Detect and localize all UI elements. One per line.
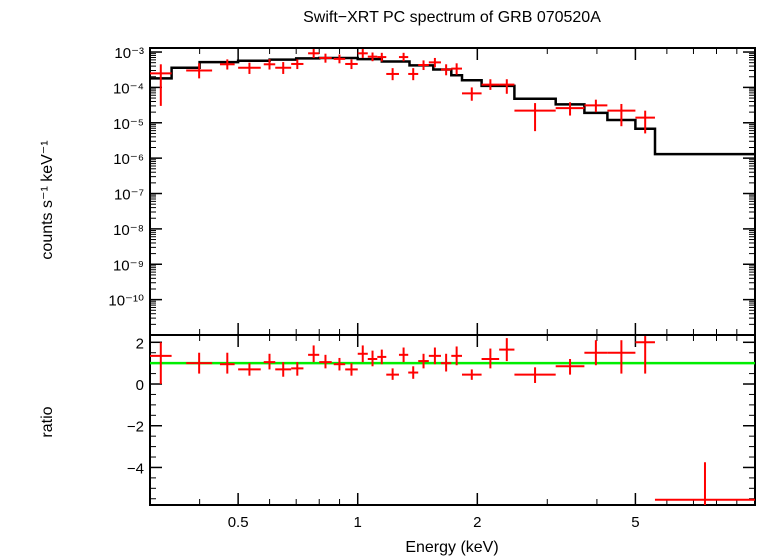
ratio-point xyxy=(386,368,399,380)
ratio-point xyxy=(408,366,419,379)
ratio-point xyxy=(291,362,304,376)
data-point xyxy=(418,60,429,71)
data-point xyxy=(377,52,387,62)
ratio-point xyxy=(333,357,346,371)
ratio-point xyxy=(451,346,462,366)
data-point xyxy=(275,62,292,74)
data-point xyxy=(367,52,378,62)
data-point xyxy=(555,102,585,116)
y-axis-label-ratio: ratio xyxy=(39,406,56,437)
chart-title: Swift−XRT PC spectrum of GRB 070520A xyxy=(303,9,601,26)
x-tick-label: 5 xyxy=(631,514,639,531)
ratio-point xyxy=(607,340,636,374)
data-point xyxy=(499,79,515,94)
x-tick-label: 1 xyxy=(354,514,362,531)
data-point xyxy=(584,99,608,113)
ratio-point xyxy=(440,353,452,372)
ratio-point xyxy=(275,362,292,377)
y-tick-label: 10⁻⁴ xyxy=(113,80,144,97)
ratio-point xyxy=(186,352,213,374)
ratio-point xyxy=(514,367,556,383)
data-point xyxy=(428,57,441,68)
ratio-point xyxy=(555,358,585,375)
ratio-frame xyxy=(149,334,756,506)
data-point xyxy=(263,59,276,70)
x-tick-label: 2 xyxy=(473,514,481,531)
ratio-point xyxy=(418,353,429,369)
y-tick-label: 10⁻⁹ xyxy=(113,257,144,274)
ratio-point xyxy=(219,352,235,374)
data-point xyxy=(150,64,172,106)
ratio-point xyxy=(319,354,332,369)
data-point xyxy=(514,103,556,132)
model-step-line xyxy=(150,56,755,156)
spectrum-frame xyxy=(149,47,756,336)
ratio-point xyxy=(584,340,608,366)
ratio-point xyxy=(238,363,261,376)
ratio-point xyxy=(263,353,276,370)
y-tick-label: 10⁻⁷ xyxy=(114,187,144,204)
x-axis-label: Energy (keV) xyxy=(405,539,498,556)
ratio-point xyxy=(377,349,387,365)
ratio-point xyxy=(499,338,515,362)
x-tick-label: 0.5 xyxy=(228,514,249,531)
y-tick-label: 10⁻³ xyxy=(114,45,144,62)
y-tick-label: 10⁻¹⁰ xyxy=(108,293,144,310)
ratio-point xyxy=(367,350,378,367)
ratio-point xyxy=(398,347,409,363)
data-point xyxy=(398,52,409,62)
ratio-y-tick-label: 0 xyxy=(136,377,144,394)
ratio-y-tick-label: −2 xyxy=(127,419,144,436)
data-point xyxy=(461,87,482,101)
ratio-point xyxy=(635,336,655,374)
data-point xyxy=(291,59,304,70)
data-point xyxy=(333,54,346,64)
ratio-point xyxy=(357,345,368,363)
data-point xyxy=(481,79,500,90)
data-point xyxy=(186,63,213,79)
data-point xyxy=(386,68,399,81)
data-point xyxy=(319,53,332,63)
y-tick-label: 10⁻⁸ xyxy=(113,222,144,239)
ratio-point xyxy=(150,342,172,385)
y-tick-label: 10⁻⁵ xyxy=(113,116,144,133)
data-point xyxy=(308,48,320,58)
data-point xyxy=(219,59,235,70)
data-point xyxy=(440,64,452,76)
ratio-point xyxy=(308,345,320,363)
data-point xyxy=(357,48,368,58)
ratio-point xyxy=(461,369,482,380)
y-tick-label: 10⁻⁶ xyxy=(113,151,144,168)
ratio-point xyxy=(654,462,755,505)
y-axis-label-counts: counts s⁻¹ keV⁻¹ xyxy=(39,140,56,259)
data-point xyxy=(451,63,462,75)
data-point xyxy=(408,68,419,81)
data-point xyxy=(635,110,655,134)
ratio-y-tick-label: −4 xyxy=(127,460,144,477)
ratio-point xyxy=(428,347,441,365)
data-point xyxy=(345,59,358,70)
ratio-point xyxy=(481,348,500,369)
ratio-panel: 0.5 1 2 5 2 0 −2 −4 xyxy=(127,334,756,531)
spectrum-panel: 10⁻³ 10⁻⁴ 10⁻⁵ 10⁻⁶ 10⁻⁷ 10⁻⁸ 10⁻⁹ 10⁻¹⁰ xyxy=(108,45,756,336)
data-point xyxy=(238,62,261,74)
ratio-y-tick-label: 2 xyxy=(136,335,144,352)
data-point xyxy=(607,103,636,127)
ratio-point xyxy=(345,363,358,376)
